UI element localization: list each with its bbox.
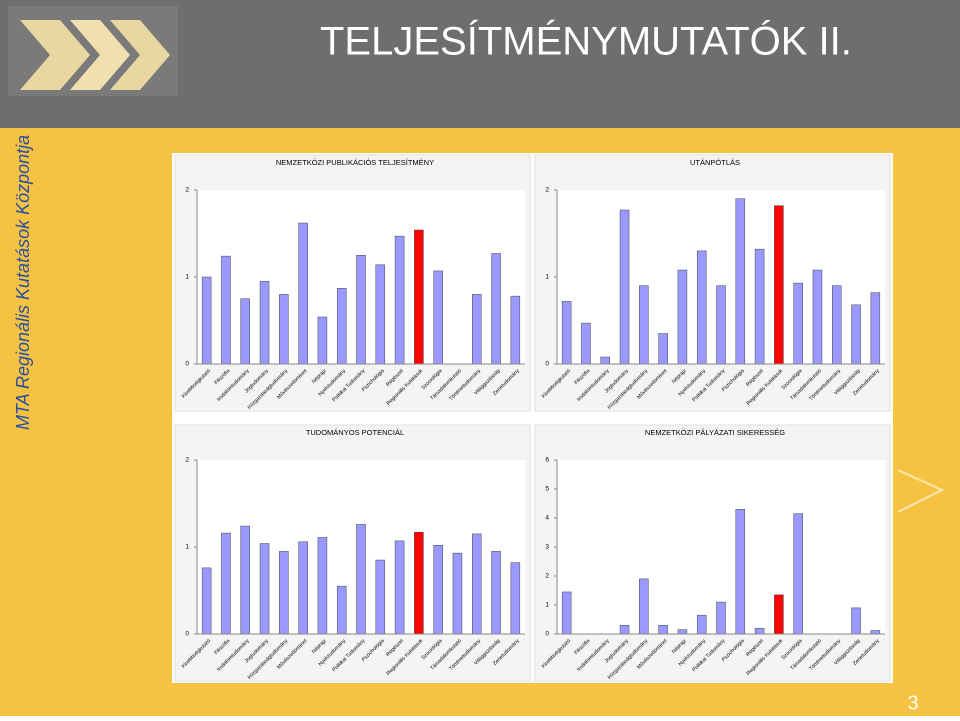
- bar: [832, 285, 842, 365]
- y-tick-label: 2: [185, 187, 189, 194]
- decor-arrow: [897, 469, 945, 513]
- bar: [870, 630, 881, 635]
- bar: [619, 625, 630, 635]
- bar: [221, 255, 231, 365]
- y-tick-label: 0: [545, 631, 549, 638]
- bar: [677, 269, 688, 365]
- bar: [414, 229, 424, 365]
- bar: [581, 322, 591, 365]
- bar: [472, 294, 482, 365]
- bar: [510, 295, 521, 365]
- bar: [433, 270, 443, 365]
- bar: [240, 525, 250, 635]
- y-tick-label: 2: [545, 187, 549, 194]
- bar: [696, 614, 707, 635]
- bar: [561, 591, 572, 635]
- bar: [735, 198, 746, 365]
- bar: [510, 562, 521, 635]
- bar: [735, 509, 746, 635]
- y-tick-label: 3: [545, 544, 549, 551]
- bar: [259, 543, 270, 635]
- bar: [433, 545, 443, 635]
- bar: [394, 540, 405, 635]
- bar: [279, 551, 289, 635]
- bar: [240, 298, 250, 365]
- y-tick-label: 6: [545, 457, 549, 464]
- bar: [754, 248, 765, 365]
- bar: [696, 250, 707, 365]
- bar: [793, 282, 803, 365]
- bar: [259, 281, 270, 365]
- y-tick-label: 5: [545, 486, 549, 493]
- bar: [201, 276, 212, 365]
- bar: [639, 285, 649, 365]
- bar: [317, 316, 328, 365]
- chart-title: NEMZETKÖZI PÁLYÁZATI SIKERESSÉG: [645, 428, 785, 437]
- chart-title: UTÁNPÓTLÁS: [690, 158, 740, 167]
- y-tick-label: 1: [185, 274, 189, 281]
- bar: [716, 285, 726, 365]
- bar: [221, 532, 231, 635]
- bar: [793, 513, 803, 635]
- bar: [472, 533, 482, 635]
- y-tick-label: 0: [185, 631, 189, 638]
- bar: [774, 205, 784, 365]
- bar: [356, 524, 366, 635]
- bar: [452, 552, 463, 635]
- bar: [298, 222, 308, 365]
- bar: [356, 255, 366, 365]
- bar: [394, 235, 405, 365]
- y-tick-label: 0: [545, 361, 549, 368]
- y-tick-label: 4: [545, 515, 549, 522]
- y-tick-label: 2: [185, 457, 189, 464]
- bar: [658, 333, 668, 365]
- bar: [561, 301, 572, 365]
- y-tick-label: 2: [545, 573, 549, 580]
- y-tick-label: 1: [545, 274, 549, 281]
- bar: [336, 288, 347, 365]
- bar: [658, 625, 668, 635]
- chart-title: TUDOMÁNYOS POTENCIÁL: [306, 428, 404, 437]
- bar: [639, 578, 649, 635]
- bar: [336, 585, 347, 635]
- slide-title: TELJESÍTMÉNYMUTATÓK II.: [320, 19, 852, 64]
- chart-title: NEMZETKÖZI PUBLIKÁCIÓS TELJESÍTMÉNY: [276, 158, 434, 167]
- page-number: 3: [907, 692, 918, 714]
- y-tick-label: 1: [545, 602, 549, 609]
- bar: [851, 607, 861, 635]
- side-text: MTA Regionális Kutatások Központja: [13, 135, 33, 430]
- bar: [851, 304, 861, 365]
- bar: [600, 356, 610, 365]
- logo: [8, 6, 178, 96]
- bar: [201, 567, 212, 635]
- bar: [491, 551, 501, 635]
- bar: [619, 209, 630, 365]
- y-tick-label: 1: [185, 544, 189, 551]
- bar: [754, 627, 765, 635]
- bar: [677, 629, 688, 635]
- bar: [317, 537, 328, 635]
- bar: [375, 264, 386, 365]
- bar: [812, 269, 823, 365]
- bar: [414, 531, 424, 635]
- bar: [716, 601, 726, 635]
- bar: [279, 294, 289, 365]
- bar: [870, 292, 881, 365]
- y-tick-label: 0: [185, 361, 189, 368]
- bar: [375, 559, 386, 635]
- bar: [298, 541, 308, 635]
- bar: [491, 253, 501, 365]
- bar: [774, 594, 784, 635]
